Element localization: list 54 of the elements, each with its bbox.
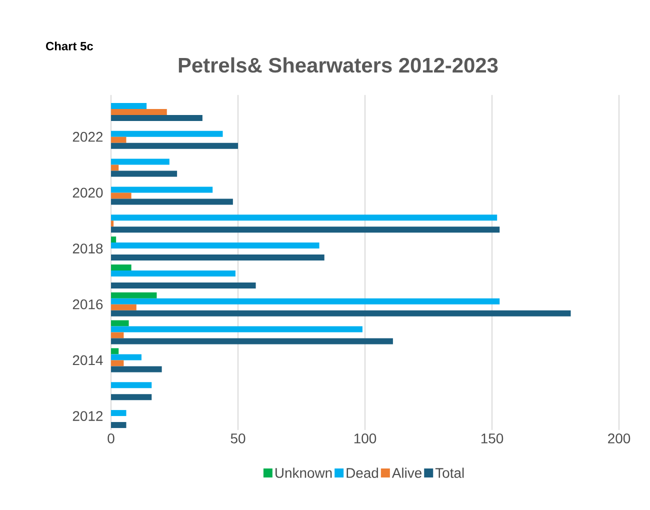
legend-label: Total	[435, 468, 464, 478]
y-tick-label: 2012	[72, 411, 103, 421]
bar	[111, 304, 136, 310]
bar	[111, 264, 132, 270]
legend-label: Dead	[346, 468, 378, 478]
legend-label: Unknown	[276, 468, 332, 478]
x-tick-label: 0	[108, 433, 114, 444]
bar	[111, 422, 126, 428]
y-tick-label: 2014	[72, 355, 103, 366]
bar	[111, 360, 124, 366]
chart-title: Petrels& Shearwaters 2012-2023	[178, 57, 498, 73]
bar	[111, 282, 256, 288]
bar	[111, 108, 167, 115]
bar	[111, 186, 213, 193]
bar	[111, 320, 129, 326]
bar	[111, 242, 320, 249]
bar	[111, 102, 147, 109]
x-tick-label: 100	[354, 433, 376, 444]
y-tick-label: 2016	[72, 299, 103, 310]
bar	[111, 236, 116, 243]
bar	[111, 394, 152, 400]
bar	[111, 292, 157, 298]
bar	[111, 332, 124, 338]
bar	[111, 192, 132, 199]
bar	[111, 226, 500, 233]
bar	[111, 254, 324, 261]
bar	[111, 298, 500, 304]
bar	[111, 114, 202, 121]
bar	[111, 158, 170, 165]
caption: Chart 5c	[46, 42, 93, 50]
y-tick-label: 2018	[72, 244, 103, 254]
bar	[111, 130, 223, 137]
bar	[111, 382, 152, 388]
bar	[111, 170, 178, 177]
bar	[111, 270, 236, 276]
bar	[111, 366, 162, 372]
x-tick-label: 200	[608, 433, 630, 444]
x-tick-label: 150	[481, 433, 504, 444]
y-tick-label: 2022	[72, 132, 103, 142]
bar	[111, 348, 119, 354]
bar	[111, 410, 126, 416]
x-tick-label: 50	[230, 433, 246, 444]
bar	[111, 310, 571, 316]
bar	[111, 220, 114, 227]
legend-label: Alive	[392, 468, 422, 478]
y-tick-label: 2020	[72, 188, 103, 198]
bar	[111, 214, 498, 221]
bar	[111, 326, 362, 332]
bar	[111, 338, 393, 344]
bar	[111, 198, 233, 205]
bar	[111, 354, 142, 360]
bar	[111, 164, 119, 171]
bar	[111, 136, 126, 143]
bar	[111, 142, 238, 149]
